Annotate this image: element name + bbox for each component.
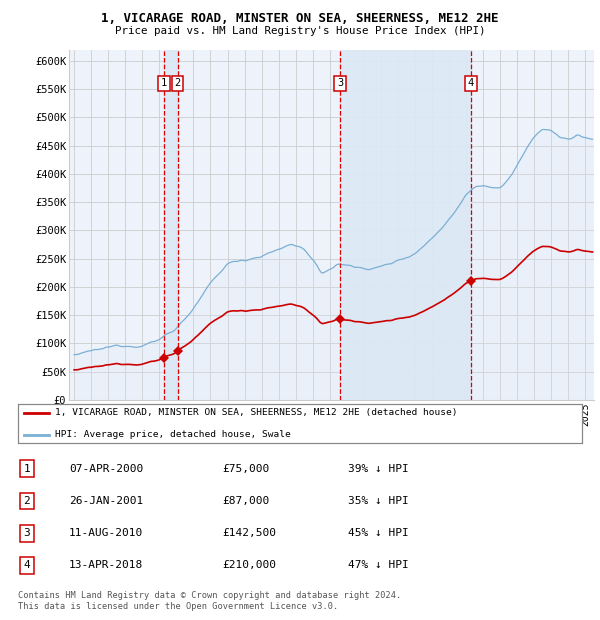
Text: 26-JAN-2001: 26-JAN-2001 <box>69 496 143 506</box>
Text: 2: 2 <box>23 496 31 506</box>
Text: 2: 2 <box>175 79 181 89</box>
Text: 4: 4 <box>23 560 31 570</box>
Text: Price paid vs. HM Land Registry's House Price Index (HPI): Price paid vs. HM Land Registry's House … <box>115 26 485 36</box>
Text: 3: 3 <box>337 79 343 89</box>
Text: £87,000: £87,000 <box>222 496 269 506</box>
Text: £210,000: £210,000 <box>222 560 276 570</box>
Text: HPI: Average price, detached house, Swale: HPI: Average price, detached house, Swal… <box>55 430 290 439</box>
Text: 11-AUG-2010: 11-AUG-2010 <box>69 528 143 538</box>
Text: 39% ↓ HPI: 39% ↓ HPI <box>348 464 409 474</box>
Text: 13-APR-2018: 13-APR-2018 <box>69 560 143 570</box>
Text: 1: 1 <box>161 79 167 89</box>
Text: 07-APR-2000: 07-APR-2000 <box>69 464 143 474</box>
Text: £142,500: £142,500 <box>222 528 276 538</box>
Text: Contains HM Land Registry data © Crown copyright and database right 2024.
This d: Contains HM Land Registry data © Crown c… <box>18 591 401 611</box>
Text: 1, VICARAGE ROAD, MINSTER ON SEA, SHEERNESS, ME12 2HE (detached house): 1, VICARAGE ROAD, MINSTER ON SEA, SHEERN… <box>55 409 457 417</box>
Text: 1, VICARAGE ROAD, MINSTER ON SEA, SHEERNESS, ME12 2HE: 1, VICARAGE ROAD, MINSTER ON SEA, SHEERN… <box>101 12 499 25</box>
Text: 35% ↓ HPI: 35% ↓ HPI <box>348 496 409 506</box>
Text: 4: 4 <box>468 79 474 89</box>
Text: £75,000: £75,000 <box>222 464 269 474</box>
Text: 45% ↓ HPI: 45% ↓ HPI <box>348 528 409 538</box>
Text: 3: 3 <box>23 528 31 538</box>
Text: 1: 1 <box>23 464 31 474</box>
Bar <box>340 50 471 400</box>
Bar <box>164 50 178 400</box>
Text: 47% ↓ HPI: 47% ↓ HPI <box>348 560 409 570</box>
